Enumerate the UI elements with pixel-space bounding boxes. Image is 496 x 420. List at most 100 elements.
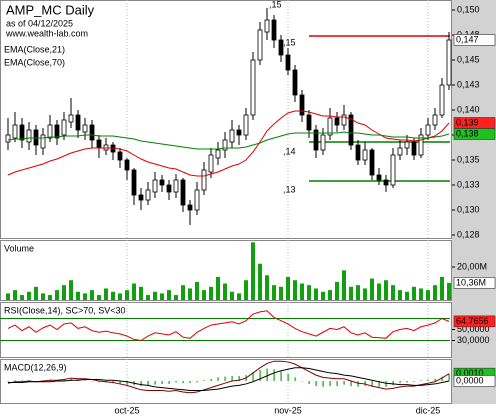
y-tick-label: 0,150 <box>457 4 480 14</box>
volume-bar <box>384 280 388 300</box>
y-tick-label: 50,0000 <box>457 324 490 334</box>
volume-bar <box>433 285 437 300</box>
volume-bar <box>55 290 59 300</box>
value-badge-label: 64,7656 <box>456 316 489 326</box>
volume-bar <box>209 286 213 300</box>
volume-bar <box>69 280 73 300</box>
legend-entry: EMA(Close,21) <box>4 44 65 54</box>
y-tick-label: 30,0000 <box>457 335 490 345</box>
histogram-bar <box>175 381 177 383</box>
candle-body <box>68 114 74 123</box>
volume-bar <box>426 290 430 300</box>
volume-bar <box>447 282 451 300</box>
volume-bar <box>391 285 395 300</box>
volume-bar <box>90 290 94 300</box>
candle-body <box>229 129 235 143</box>
histogram-bar <box>168 381 170 384</box>
volume-bar <box>356 285 360 300</box>
value-badge <box>453 315 496 328</box>
candle-body <box>306 114 312 131</box>
volume-bar <box>188 288 192 300</box>
candle-body <box>425 124 431 136</box>
volume-bar <box>118 293 122 300</box>
histogram-bar <box>147 381 149 387</box>
volume-bar <box>139 286 143 300</box>
histogram-bar <box>427 379 429 381</box>
candle-body <box>383 179 389 186</box>
histogram-bar <box>91 381 93 382</box>
candle-body <box>40 134 46 149</box>
volume-bar <box>272 285 276 300</box>
histogram-bar <box>119 381 121 384</box>
candle-body <box>320 134 326 151</box>
candle-body <box>313 129 319 151</box>
histogram-bar <box>14 380 16 381</box>
histogram-bar <box>259 370 261 381</box>
volume-bar <box>174 295 178 300</box>
y-tick-label: 0,135 <box>457 154 480 164</box>
volume-bar <box>41 293 45 300</box>
candle-body <box>376 174 382 181</box>
candle-body <box>411 141 417 156</box>
histogram-bar <box>252 372 254 381</box>
volume-bar <box>244 280 248 300</box>
histogram-bar <box>182 381 184 384</box>
histogram-bar <box>315 381 317 387</box>
volume-bar <box>279 286 283 300</box>
histogram-bar <box>140 381 142 387</box>
candle-body <box>446 39 452 86</box>
candle-body <box>138 194 144 201</box>
volume-bar <box>20 295 24 300</box>
volume-bar <box>328 290 332 300</box>
x-tick-label: oct-25 <box>114 405 139 415</box>
volume-bar <box>34 286 38 300</box>
candle-body <box>432 114 438 126</box>
volume-bar <box>223 283 227 300</box>
volume-bar <box>146 295 150 300</box>
volume-bar <box>398 290 402 300</box>
annotation: ,13 <box>283 184 296 194</box>
candle-body <box>194 189 200 211</box>
candle-body <box>131 169 137 196</box>
series-line <box>7 310 450 342</box>
histogram-bar <box>84 380 86 381</box>
histogram-bar <box>350 381 352 387</box>
histogram-bar <box>399 381 401 384</box>
candle-body <box>180 179 186 206</box>
volume-bar <box>104 288 108 300</box>
candle-body <box>278 39 284 56</box>
volume-bar <box>377 283 381 300</box>
value-badge-label: 10,36M <box>456 277 486 287</box>
histogram-bar <box>420 380 422 381</box>
histogram-bar <box>273 369 275 381</box>
histogram-bar <box>161 381 163 384</box>
volume-bar <box>13 290 17 300</box>
histogram-bar <box>217 377 219 381</box>
histogram-bar <box>231 375 233 381</box>
candle-body <box>117 151 123 161</box>
volume-bar <box>111 291 115 300</box>
histogram-bar <box>280 371 282 381</box>
histogram-bar <box>329 381 331 387</box>
y-tick-label: 20,00M <box>457 261 487 271</box>
candle-body <box>404 141 410 149</box>
volume-bar <box>412 286 416 300</box>
volume-bar <box>286 276 290 300</box>
annotation: ,15 <box>283 37 296 47</box>
axis-strip <box>452 0 496 404</box>
candle-body <box>12 124 18 139</box>
candle-body <box>418 134 424 156</box>
candle-body <box>390 154 396 186</box>
candle-body <box>362 149 368 161</box>
histogram-bar <box>126 381 128 385</box>
volume-bar <box>293 280 297 300</box>
volume-bar <box>125 290 129 300</box>
histogram-bar <box>287 373 289 381</box>
candle-body <box>271 19 277 41</box>
volume-bar <box>216 276 220 300</box>
histogram-bar <box>413 381 415 382</box>
candle-body <box>208 154 214 173</box>
candle-body <box>173 179 179 193</box>
candle-body <box>47 124 53 139</box>
y-tick-label: 0,133 <box>457 179 480 189</box>
